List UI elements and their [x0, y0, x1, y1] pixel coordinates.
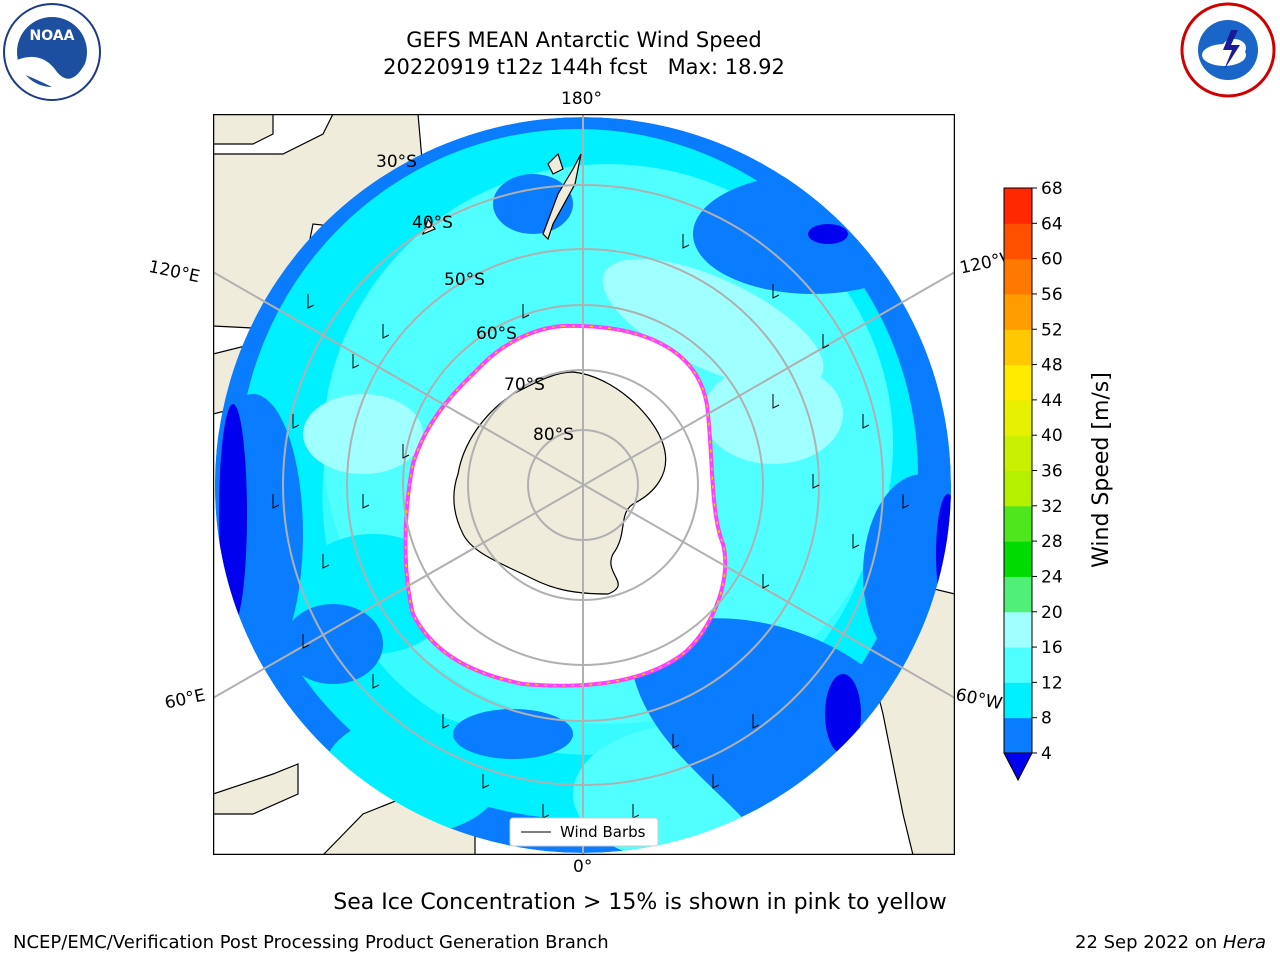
colorbar-tick-label: 64 — [1041, 214, 1063, 234]
colorbar-tick-label: 52 — [1041, 320, 1063, 340]
colorbar-band — [1004, 505, 1032, 542]
colorbar-tick-label: 60 — [1041, 250, 1063, 270]
sea-ice-caption: Sea Ice Concentration > 15% is shown in … — [333, 890, 947, 915]
colorbar-band — [1004, 258, 1032, 295]
map-frame — [213, 114, 955, 855]
colorbar-tick-label: 32 — [1041, 497, 1063, 517]
latitude-label-50s: 50°S — [444, 270, 485, 290]
noaa-logo-text: NOAA — [30, 28, 75, 44]
meridian-label-left-upper: 120°E — [146, 257, 202, 288]
colorbar-tick-label: 28 — [1041, 532, 1063, 552]
wind-barbs — [272, 234, 910, 819]
colorbar-band — [1004, 293, 1032, 330]
colorbar-segments — [1003, 187, 1033, 754]
latitude-label-80s: 80°S — [533, 425, 574, 445]
colorbar-band — [1004, 541, 1032, 577]
colorbar-extend-arrow — [1003, 752, 1033, 782]
colorbar-tick-label: 4 — [1041, 744, 1052, 764]
colorbar-label: Wind Speed [m/s] — [1089, 372, 1114, 568]
latitude-label-30s: 30°S — [376, 152, 417, 172]
colorbar-band — [1004, 364, 1032, 401]
meridian-label-left-lower: 60°E — [163, 685, 208, 714]
noaa-logo: NOAA — [3, 3, 101, 101]
colorbar-tick-label: 48 — [1041, 356, 1063, 376]
meridian-label-top: 180° — [561, 89, 602, 109]
footer-date-text: 22 Sep 2022 on — [1075, 932, 1223, 953]
graticule — [213, 114, 955, 855]
colorbar-band — [1004, 399, 1032, 436]
colorbar-band — [1004, 717, 1032, 754]
latitude-label-60s: 60°S — [476, 324, 517, 344]
footer-date: 22 Sep 2022 on Hera — [1075, 932, 1266, 953]
colorbar-band — [1004, 682, 1032, 719]
antarctic-map: Wind Barbs — [213, 114, 955, 855]
wind-barbs-legend: Wind Barbs — [509, 817, 659, 847]
colorbar-tick-label: 24 — [1041, 567, 1063, 587]
latitude-label-40s: 40°S — [412, 213, 453, 233]
antarctica-land — [453, 371, 667, 595]
footer-branch: NCEP/EMC/Verification Post Processing Pr… — [13, 932, 609, 953]
colorbar-tick-label: 36 — [1041, 462, 1063, 482]
footer-machine: Hera — [1222, 932, 1266, 953]
map-title: GEFS MEAN Antarctic Wind Speed — [406, 28, 762, 52]
colorbar-tick-label: 44 — [1041, 391, 1063, 411]
colorbar-band — [1004, 188, 1032, 224]
map-subtitle: 20220919 t12z 144h fcst Max: 18.92 — [383, 55, 785, 79]
colorbar-tick-label: 68 — [1041, 180, 1063, 199]
colorbar-tick-label: 20 — [1041, 603, 1063, 623]
colorbar-band — [1004, 329, 1032, 366]
meridian-label-bottom: 0° — [573, 857, 593, 877]
colorbar-tick-label: 56 — [1041, 285, 1063, 305]
colorbar-band — [1004, 611, 1032, 648]
colorbar-band — [1004, 435, 1032, 471]
colorbar-tick-label: 40 — [1041, 426, 1063, 446]
nws-logo — [1180, 2, 1276, 98]
latitude-label-70s: 70°S — [504, 375, 545, 395]
colorbar-tick-label: 8 — [1041, 709, 1052, 729]
colorbar-band — [1004, 470, 1032, 507]
colorbar-tick-label: 16 — [1041, 638, 1063, 658]
wind-barbs-legend-label: Wind Barbs — [560, 823, 646, 841]
colorbar-band — [1004, 647, 1032, 683]
colorbar-band — [1004, 576, 1032, 613]
colorbar-tick-label: 12 — [1041, 673, 1063, 693]
colorbar-band — [1004, 223, 1032, 260]
